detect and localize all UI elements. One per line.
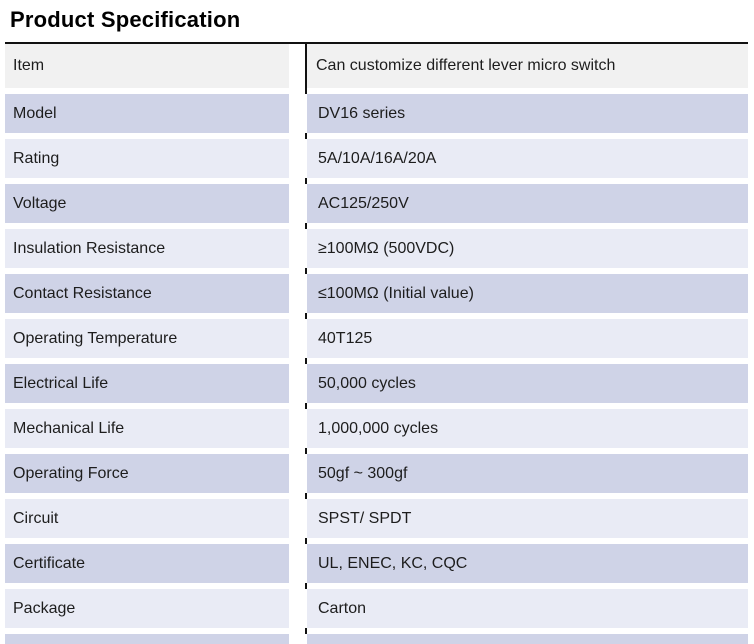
spec-name: Insulation Resistance [13, 239, 166, 257]
cell-gap [289, 274, 307, 313]
spec-name-cell: Mechanical Life [5, 409, 289, 448]
partial-cell [307, 634, 748, 644]
cell-gap [289, 44, 305, 88]
spec-value: SPST/ SPDT [318, 509, 412, 527]
spec-value-cell: ≤100MΩ (Initial value) [307, 274, 748, 313]
spec-value-cell: DV16 series [307, 94, 748, 133]
spec-name-cell: Rating [5, 139, 289, 178]
table-row: Item Can customize different lever micro… [5, 44, 748, 88]
spec-value-cell: 40T125 [307, 319, 748, 358]
spec-name-cell: Circuit [5, 499, 289, 538]
page-title: Product Specification [10, 7, 241, 32]
table-row: Model DV16 series [5, 94, 748, 133]
table-row: Circuit SPST/ SPDT [5, 499, 748, 538]
spec-value-cell: ≥100MΩ (500VDC) [307, 229, 748, 268]
cell-gap [289, 409, 307, 448]
spec-value: Can customize different lever micro swit… [316, 57, 616, 74]
spec-name-cell: Certificate [5, 544, 289, 583]
cell-gap [289, 139, 307, 178]
table-row: Electrical Life 50,000 cycles [5, 364, 748, 403]
spec-name: Certificate [13, 554, 86, 572]
spec-name-cell: Operating Temperature [5, 319, 289, 358]
spec-value-cell: UL, ENEC, KC, CQC [307, 544, 748, 583]
cell-gap [289, 589, 307, 628]
spec-value-cell: 5A/10A/16A/20A [307, 139, 748, 178]
spec-table: Item Can customize different lever micro… [5, 42, 748, 644]
cell-gap [289, 229, 307, 268]
spec-value: 40T125 [318, 329, 373, 347]
table-row: Voltage AC125/250V [5, 184, 748, 223]
spec-value: 1,000,000 cycles [318, 419, 439, 437]
spec-name-cell: Package [5, 589, 289, 628]
spec-name-cell: Contact Resistance [5, 274, 289, 313]
table-row: Operating Force 50gf ~ 300gf [5, 454, 748, 493]
spec-name: Package [13, 599, 76, 617]
table-row: Package Carton [5, 589, 748, 628]
spec-name-cell: Item [5, 44, 289, 88]
spec-name: Item [13, 57, 45, 74]
table-row: Mechanical Life 1,000,000 cycles [5, 409, 748, 448]
spec-value-cell: 1,000,000 cycles [307, 409, 748, 448]
spec-value: Carton [318, 599, 367, 617]
cell-gap [289, 184, 307, 223]
spec-value: AC125/250V [318, 194, 409, 212]
spec-name: Operating Force [13, 464, 129, 482]
spec-name-cell: Electrical Life [5, 364, 289, 403]
spec-name: Mechanical Life [13, 419, 125, 437]
spec-name: Operating Temperature [13, 329, 178, 347]
table-row: Certificate UL, ENEC, KC, CQC [5, 544, 748, 583]
spec-value: DV16 series [318, 104, 406, 122]
spec-value: ≥100MΩ (500VDC) [318, 239, 455, 257]
spec-name: Circuit [13, 509, 59, 527]
spec-value-cell: AC125/250V [307, 184, 748, 223]
spec-value-cell: SPST/ SPDT [307, 499, 748, 538]
spec-name: Rating [13, 149, 60, 167]
table-row: Contact Resistance ≤100MΩ (Initial value… [5, 274, 748, 313]
spec-name-cell: Model [5, 94, 289, 133]
spec-value: ≤100MΩ (Initial value) [318, 284, 474, 302]
spec-value-cell: Carton [307, 589, 748, 628]
cell-gap [289, 319, 307, 358]
table-row: Insulation Resistance ≥100MΩ (500VDC) [5, 229, 748, 268]
spec-value: 50gf ~ 300gf [318, 464, 408, 482]
spec-name-cell: Insulation Resistance [5, 229, 289, 268]
spec-value: 5A/10A/16A/20A [318, 149, 437, 167]
cell-gap [289, 454, 307, 493]
cell-gap [289, 634, 307, 644]
partial-row-strip [5, 634, 748, 644]
cell-gap [289, 544, 307, 583]
spec-name: Model [13, 104, 57, 122]
partial-cell [5, 634, 289, 644]
spec-value-cell: Can customize different lever micro swit… [305, 44, 748, 88]
spec-value-cell: 50,000 cycles [307, 364, 748, 403]
spec-name: Electrical Life [13, 374, 109, 392]
spec-value-cell: 50gf ~ 300gf [307, 454, 748, 493]
cell-gap [289, 499, 307, 538]
spec-name: Contact Resistance [13, 284, 152, 302]
cell-gap [289, 364, 307, 403]
spec-name-cell: Operating Force [5, 454, 289, 493]
table-row: Rating 5A/10A/16A/20A [5, 139, 748, 178]
spec-value: 50,000 cycles [318, 374, 416, 392]
spec-name-cell: Voltage [5, 184, 289, 223]
spec-value: UL, ENEC, KC, CQC [318, 554, 468, 572]
spec-name: Voltage [13, 194, 67, 212]
cell-gap [289, 94, 307, 133]
table-row: Operating Temperature 40T125 [5, 319, 748, 358]
